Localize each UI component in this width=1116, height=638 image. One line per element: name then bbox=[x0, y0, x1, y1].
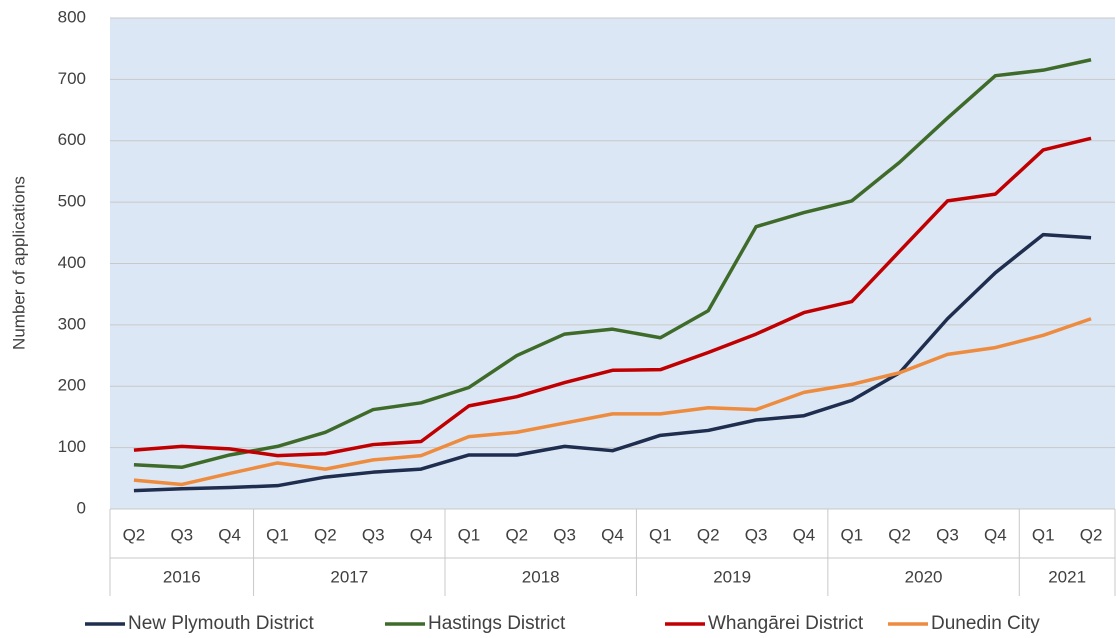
series-line bbox=[133, 317, 1092, 487]
x-group-label: 2017 bbox=[330, 567, 368, 586]
x-tick-label: Q2 bbox=[505, 525, 528, 544]
y-tick-label: 600 bbox=[58, 130, 86, 149]
y-tick-label: 700 bbox=[58, 69, 86, 88]
x-tick-label: Q2 bbox=[123, 525, 146, 544]
y-tick-label: 100 bbox=[58, 437, 86, 456]
series-line bbox=[133, 58, 1092, 470]
x-tick-label: Q3 bbox=[362, 525, 385, 544]
x-group-label: 2016 bbox=[163, 567, 201, 586]
y-tick-label: 400 bbox=[58, 253, 86, 272]
x-tick-label: Q4 bbox=[218, 525, 241, 544]
x-group-label: 2020 bbox=[905, 567, 943, 586]
x-tick-label: Q2 bbox=[314, 525, 337, 544]
y-axis-label: Number of applications bbox=[9, 176, 28, 350]
x-tick-label: Q1 bbox=[266, 525, 289, 544]
x-group-label: 2019 bbox=[713, 567, 751, 586]
x-tick-label: Q1 bbox=[458, 525, 481, 544]
x-tick-label: Q1 bbox=[840, 525, 863, 544]
x-tick-label: Q4 bbox=[793, 525, 816, 544]
x-tick-label: Q4 bbox=[410, 525, 433, 544]
y-tick-label: 200 bbox=[58, 376, 86, 395]
x-tick-label: Q2 bbox=[888, 525, 911, 544]
x-tick-label: Q1 bbox=[649, 525, 672, 544]
legend-label: Whangārei District bbox=[708, 613, 864, 634]
x-tick-label: Q4 bbox=[601, 525, 624, 544]
y-tick-label: 500 bbox=[58, 192, 86, 211]
x-group-label: 2021 bbox=[1048, 567, 1086, 586]
x-tick-label: Q3 bbox=[936, 525, 959, 544]
x-tick-label: Q2 bbox=[1080, 525, 1103, 544]
x-tick-label: Q4 bbox=[984, 525, 1007, 544]
x-group-label: 2018 bbox=[522, 567, 560, 586]
legend-label: New Plymouth District bbox=[128, 613, 315, 634]
y-tick-label: 300 bbox=[58, 314, 86, 333]
x-tick-label: Q3 bbox=[170, 525, 193, 544]
series-line bbox=[133, 136, 1092, 458]
x-tick-label: Q3 bbox=[745, 525, 768, 544]
x-tick-label: Q3 bbox=[553, 525, 576, 544]
legend-label: Dunedin City bbox=[931, 613, 1040, 634]
legend-label: Hastings District bbox=[428, 613, 566, 634]
y-tick-label: 800 bbox=[58, 7, 86, 26]
y-tick-label: 0 bbox=[77, 498, 86, 517]
x-tick-label: Q1 bbox=[1032, 525, 1055, 544]
series-line bbox=[133, 232, 1092, 493]
x-tick-label: Q2 bbox=[697, 525, 720, 544]
